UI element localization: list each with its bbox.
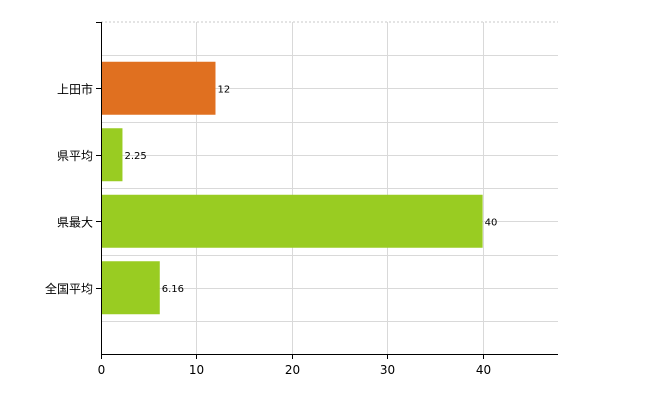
labels: 12 上田市 2.25 県平均 40 県最大 6.16 全国平均 0 10 20 30 40 [45, 81, 497, 377]
x-tick-label: 30 [380, 363, 395, 377]
data-label: 2.25 [124, 151, 146, 162]
data-label: 6.16 [162, 284, 184, 295]
axes [96, 22, 558, 359]
category-label: 全国平均 [45, 281, 93, 296]
x-tick-label: 10 [189, 363, 204, 377]
bar-上田市 [102, 61, 216, 115]
category-label: 県最大 [57, 215, 93, 229]
x-tick-label: 0 [98, 363, 106, 377]
data-label: 12 [217, 84, 230, 95]
bars [102, 61, 483, 315]
category-label: 県平均 [57, 149, 93, 163]
x-tick-label: 20 [285, 363, 300, 377]
data-label: 40 [485, 217, 498, 228]
x-tick-label: 40 [476, 363, 491, 377]
bar-県最大 [102, 194, 483, 248]
bar-全国平均 [102, 261, 160, 315]
category-label: 上田市 [57, 81, 93, 96]
bar-県平均 [102, 128, 123, 182]
